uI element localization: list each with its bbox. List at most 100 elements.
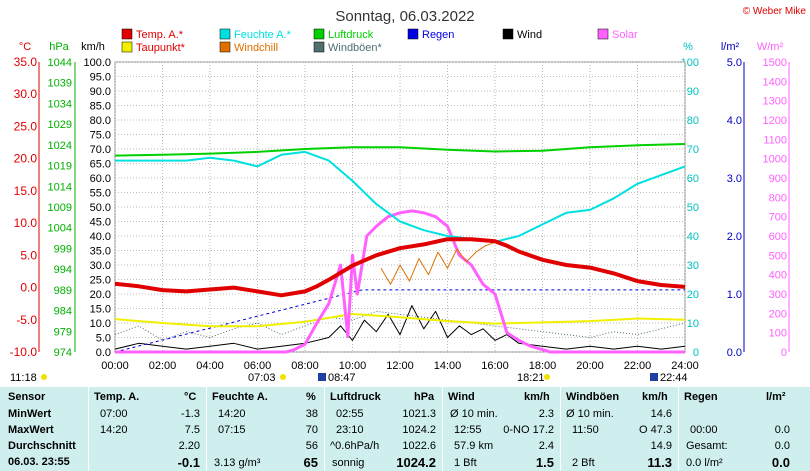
stats-press-max-time: 23:10 — [336, 424, 364, 436]
temp-tick-7: 0.0 — [20, 281, 37, 295]
stats-temp-max-time: 14:20 — [100, 424, 128, 436]
wind-tick-20: 0.0 — [96, 347, 111, 359]
series-wind — [114, 305, 686, 350]
chart-title: Sonntag, 06.03.2022 — [335, 8, 474, 25]
pressure-tick-3: 1029 — [48, 119, 72, 131]
solar-tick-8: 700 — [769, 212, 787, 224]
stats-temp-min: -1.3 — [181, 408, 200, 420]
temp-tick-8: -5.0 — [16, 313, 37, 327]
stats-hum-current: 65 — [303, 455, 318, 470]
sunrise-icon — [41, 374, 47, 380]
wind-tick-1: 95.0 — [90, 72, 111, 84]
axis-unit-solar: W/m² — [757, 41, 784, 53]
stats-hum-unit: % — [306, 391, 316, 403]
humidity-tick-1: 90 — [687, 86, 699, 98]
chart-axes: °C hPa km/h% l/m² W/m² 35.0 30.0 25.0 20.0 15.0 10… — [10, 41, 790, 384]
wind-tick-9: 55.0 — [90, 188, 111, 200]
wind-tick-10: 50.0 — [90, 202, 111, 214]
legend-swatch-6 — [121, 41, 133, 53]
stats-temp-unit: °C — [184, 391, 197, 403]
temp-tick-3: 20.0 — [14, 152, 38, 166]
legend-swatch-8 — [313, 41, 325, 53]
series-temp-a- — [114, 237, 686, 298]
rain-tick-1: 4.0 — [727, 115, 742, 127]
stats-press-min-time: 02:55 — [336, 408, 364, 420]
humidity-tick-6: 40 — [687, 231, 699, 243]
solar-tick-6: 900 — [769, 173, 787, 185]
wind-tick-18: 10.0 — [90, 318, 111, 330]
x-tick-6: 12:00 — [386, 360, 414, 372]
stats-rain-r2-time: 00:00 — [690, 424, 718, 436]
pressure-tick-2: 1034 — [48, 98, 72, 110]
humidity-tick-9: 10 — [687, 318, 699, 330]
humidity-tick-10: 0 — [693, 347, 699, 359]
weather-chart: Temp. A.* Feuchte A.* Luftdruck Regen Wind So… — [10, 6, 807, 384]
wind-tick-17: 15.0 — [90, 304, 111, 316]
pressure-tick-13: 979 — [54, 326, 72, 338]
solar-tick-4: 1100 — [763, 134, 787, 146]
stats-row-max: MaxWert — [8, 424, 54, 436]
wind-tick-11: 45.0 — [90, 217, 111, 229]
x-tick-8: 16:00 — [481, 360, 509, 372]
humidity-tick-5: 50 — [687, 202, 699, 214]
solar-tick-12: 300 — [769, 289, 787, 301]
sun-label-2: 08:47 — [328, 372, 356, 384]
stats-rain-r3-label: Gesamt: — [686, 440, 728, 452]
axis-unit-humidity: % — [683, 41, 693, 53]
stats-hum-max: 70 — [305, 424, 318, 436]
stats-gust-current: 11.3 — [647, 455, 672, 470]
temp-tick-1: 30.0 — [14, 87, 38, 101]
temp-tick-0: 35.0 — [14, 55, 38, 69]
legend-label-3: Regen — [422, 29, 454, 41]
stats-wind-r1: 2.3 — [538, 408, 554, 420]
chart-grid: 00:00 02:00 04:00 06:00 08:00 10:00 12:00 14:00… — [101, 61, 699, 372]
temp-tick-6: 5.0 — [20, 248, 37, 262]
temp-tick-4: 15.0 — [14, 184, 38, 198]
series-taupunkt- — [114, 313, 686, 328]
stats-rain-current: 0.0 — [771, 455, 790, 470]
stats-gust-r1-label: Ø 10 min. — [566, 408, 614, 420]
pressure-tick-7: 1009 — [48, 202, 72, 214]
pressure-tick-8: 1004 — [48, 223, 72, 235]
rain-tick-2: 3.0 — [727, 173, 742, 185]
stats-press-cond: sonnig — [332, 457, 365, 469]
x-tick-12: 24:00 — [671, 360, 699, 372]
wind-tick-0: 100.0 — [83, 57, 111, 69]
series-feuchte-a- — [115, 150, 686, 243]
x-tick-5: 10:00 — [339, 360, 367, 372]
solar-tick-11: 400 — [769, 270, 787, 282]
pressure-tick-9: 999 — [54, 243, 72, 255]
stats-hum-header: Feuchte A. — [212, 391, 268, 403]
stats-press-header: Luftdruck — [330, 391, 381, 403]
stats-gust-r1: 14.6 — [650, 408, 672, 420]
stats-gust-unit: km/h — [642, 391, 668, 403]
x-tick-4: 08:00 — [291, 360, 319, 372]
rain-tick-4: 1.0 — [727, 289, 742, 301]
wind-tick-15: 25.0 — [90, 275, 111, 287]
sun-label-3: 22:44 — [660, 372, 688, 384]
solar-tick-7: 800 — [769, 192, 787, 204]
pressure-tick-12: 984 — [54, 306, 72, 318]
sunrise-label: 11:18 — [10, 372, 37, 384]
x-tick-1: 02:00 — [149, 360, 177, 372]
pressure-tick-11: 989 — [54, 285, 72, 297]
legend-label-8: Windböen* — [328, 42, 383, 54]
stats-rain-total: 0.0 l/m² — [686, 457, 723, 469]
pressure-tick-6: 1014 — [48, 181, 72, 193]
humidity-tick-3: 70 — [687, 144, 699, 156]
stats-temp-header: Temp. A. — [94, 391, 140, 403]
wind-tick-4: 80.0 — [90, 115, 111, 127]
wind-tick-8: 60.0 — [90, 173, 111, 185]
moon-icon-1 — [318, 373, 326, 381]
pressure-tick-10: 994 — [54, 264, 72, 276]
x-tick-3: 06:00 — [244, 360, 272, 372]
copyright-text: © Weber Mike — [743, 6, 807, 17]
legend-label-5: Solar — [612, 29, 638, 41]
legend-label-6: Taupunkt* — [136, 42, 186, 54]
pressure-tick-1: 1039 — [48, 78, 72, 90]
series-windchill — [380, 241, 496, 285]
solar-tick-0: 1500 — [763, 57, 787, 69]
stats-press-max: 1024.2 — [402, 424, 436, 436]
series-solar — [115, 209, 685, 354]
solar-tick-1: 1400 — [763, 76, 787, 88]
